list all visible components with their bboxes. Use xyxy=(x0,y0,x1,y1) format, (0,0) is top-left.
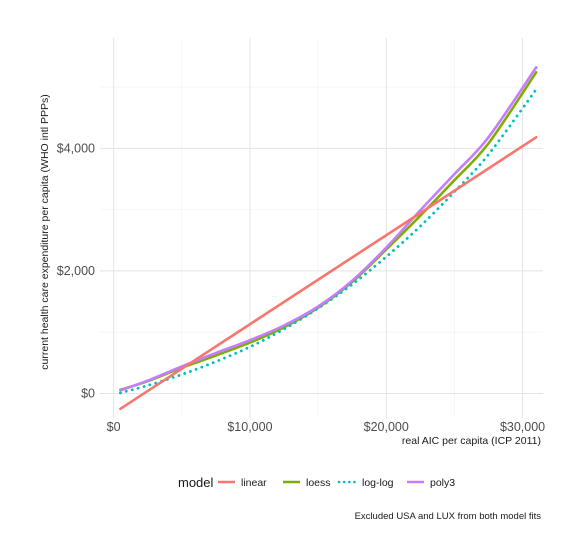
y-axis-title: current health care expenditure per capi… xyxy=(39,94,51,369)
x-axis-title: real AIC per capita (ICP 2011) xyxy=(402,435,541,447)
y-tick-labels: $0 $2,000 $4,000 xyxy=(57,141,95,400)
x-tick-label: $20,000 xyxy=(364,420,409,434)
series-line-linear xyxy=(119,136,538,411)
x-tick-label: $30,000 xyxy=(500,420,545,434)
series-lines xyxy=(119,66,538,411)
legend-label-log-log: log-log xyxy=(362,477,394,489)
legend-label-linear: linear xyxy=(241,477,267,489)
y-tick-label: $0 xyxy=(81,386,95,400)
legend-label-loess: loess xyxy=(306,477,331,489)
x-tick-label: $0 xyxy=(107,420,121,434)
caption: Excluded USA and LUX from both model fit… xyxy=(355,511,542,522)
legend-label-poly3: poly3 xyxy=(430,477,455,489)
y-tick-label: $4,000 xyxy=(57,141,95,155)
grid-lines xyxy=(100,38,543,418)
series-line-poly3 xyxy=(119,66,538,392)
legend-title: model xyxy=(178,475,214,490)
x-tick-label: $10,000 xyxy=(227,420,272,434)
y-tick-label: $2,000 xyxy=(57,264,95,278)
legend: model linear loess log-log poly3 xyxy=(178,475,455,490)
x-tick-labels: $0 $10,000 $20,000 $30,000 xyxy=(107,420,546,434)
